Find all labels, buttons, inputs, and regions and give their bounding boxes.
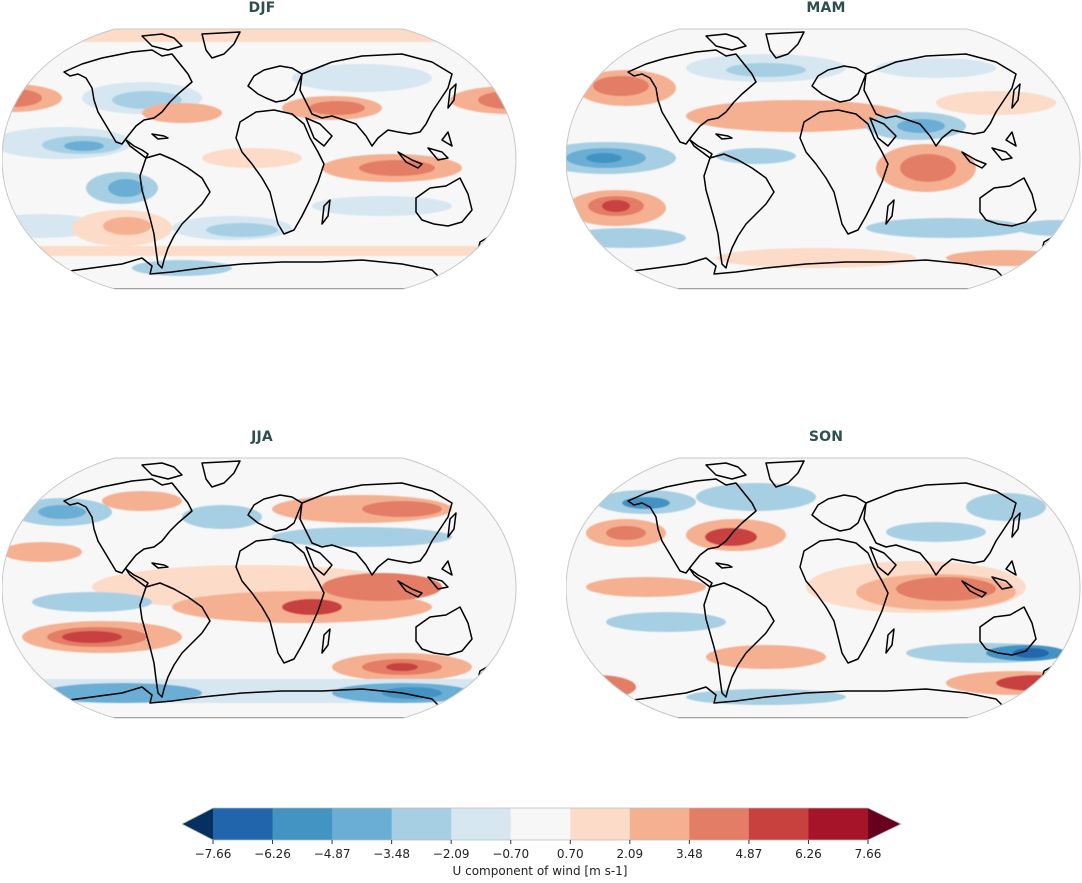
colorbar-tick-label: 7.66 [854,847,882,861]
panel-title-son: SON [808,429,844,445]
panel-jja: JJA [2,429,522,735]
panel-son: SON [566,429,1082,735]
colorbar-tick-label: 3.48 [676,847,703,861]
panel-title-jja: JJA [251,429,273,445]
map-djf [2,28,517,290]
colorbar-tick-label: 4.87 [735,847,763,861]
colorbar-tick-label: 0.70 [556,847,584,861]
map-jja [2,457,517,719]
panel-title-djf: DJF [248,0,276,16]
map-mam [566,28,1081,290]
colorbar-tick-label: −3.48 [373,847,411,861]
colorbar-tick-label: −6.26 [254,847,291,861]
colorbar-tick-label: 6.26 [795,847,822,861]
map-son [566,457,1081,719]
colorbar-tick-label: 2.09 [616,847,644,861]
colorbar-tick-label: −0.70 [492,847,530,861]
colorbar-tick-label: −7.66 [194,847,232,861]
panel-mam: MAM [566,0,1082,306]
panel-title-mam: MAM [806,0,846,16]
panel-djf: DJF [2,0,522,306]
colorbar: −7.66 −6.26 −4.87 −3.48 −2.09 −0.70 0.70 2.09 3.… [170,800,910,883]
colorbar-tick-label: −4.87 [313,847,351,861]
colorbar-gradient [181,807,902,844]
colorbar-tick-label: −2.09 [432,847,470,861]
colorbar-label: U component of wind [m s-1] [452,864,628,878]
